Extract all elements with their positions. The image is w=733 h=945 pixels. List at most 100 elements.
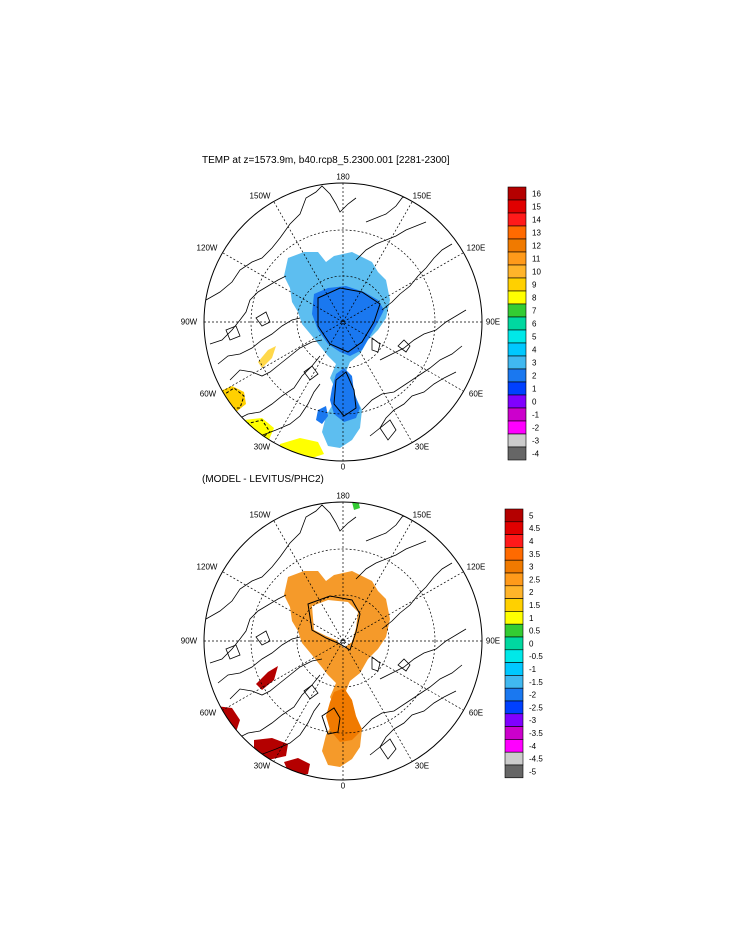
colorbar-swatch bbox=[507, 238, 527, 253]
colorbar-tick-label: -2 bbox=[532, 424, 540, 433]
colorbar-tick-label: 10 bbox=[532, 268, 541, 277]
colorbar-swatch bbox=[507, 342, 527, 357]
colorbar-tick-label: 16 bbox=[532, 190, 541, 199]
colorbar-tick-label: 3 bbox=[532, 359, 537, 368]
colorbar-tick-label: 1 bbox=[529, 614, 534, 623]
colorbar-swatch bbox=[504, 675, 524, 689]
colorbar-tick-label: 3.5 bbox=[529, 550, 541, 559]
lon-label-60w: 60W bbox=[199, 708, 217, 718]
colorbar-tick-label: 7 bbox=[532, 307, 537, 316]
panel-1-title: TEMP at z=1573.9m, b40.rcp8_5.2300.001 [… bbox=[202, 155, 450, 166]
colorbar-swatch bbox=[507, 199, 527, 214]
colorbar-swatch bbox=[507, 446, 527, 461]
colorbar-swatch bbox=[504, 521, 524, 535]
colorbar-swatch bbox=[504, 623, 524, 638]
colorbar-tick-label: 9 bbox=[532, 281, 537, 290]
colorbar-swatch bbox=[507, 407, 527, 422]
colorbar-swatch bbox=[504, 585, 524, 599]
colorbar-swatch bbox=[507, 433, 527, 448]
colorbar-tick-label: 2.5 bbox=[529, 575, 541, 584]
colorbar-swatch bbox=[504, 611, 524, 625]
colorbar-tick-label: -4.5 bbox=[529, 755, 543, 764]
colorbar-swatch bbox=[504, 559, 524, 574]
colorbar-swatch bbox=[507, 355, 527, 370]
colorbar-swatch bbox=[507, 290, 527, 305]
lon-label-90w: 90W bbox=[180, 636, 198, 646]
colorbar-tick-label: -3 bbox=[532, 437, 540, 446]
colorbar-swatch bbox=[504, 649, 524, 663]
warm-region-baffin bbox=[258, 346, 276, 368]
colorbar-swatch bbox=[507, 329, 527, 344]
colorbar-tick-label: -1.5 bbox=[529, 678, 543, 687]
colorbar-swatch bbox=[504, 508, 524, 523]
colorbar-tick-label: 5 bbox=[529, 511, 534, 520]
colorbar-swatch bbox=[507, 264, 527, 279]
colorbar-tick-label: 4.5 bbox=[529, 524, 541, 533]
colorbar-swatch bbox=[504, 713, 524, 727]
colorbar-tick-label: -0.5 bbox=[529, 652, 543, 661]
colorbar-tick-label: 0 bbox=[529, 639, 534, 648]
lon-label-30e: 30E bbox=[414, 761, 430, 771]
colorbar-swatch bbox=[504, 726, 524, 740]
colorbar-tick-label: 1 bbox=[532, 385, 537, 394]
colorbar-swatch bbox=[504, 687, 524, 702]
colorbar-swatch bbox=[507, 303, 527, 318]
colorbar-tick-label: 15 bbox=[532, 203, 541, 212]
map-panel-2 bbox=[203, 501, 483, 781]
colorbar-swatch bbox=[504, 739, 524, 753]
deep-basin-region bbox=[312, 286, 384, 356]
strong-bias-baffin bbox=[256, 666, 278, 690]
lon-label-60e: 60E bbox=[468, 708, 484, 718]
colorbar-swatch bbox=[507, 186, 527, 201]
lon-label-120e: 120E bbox=[466, 243, 486, 253]
colorbar-tick-label: -3 bbox=[529, 716, 537, 725]
colorbar-tick-label: 0.5 bbox=[529, 627, 541, 636]
strong-bias-nordic bbox=[284, 758, 310, 776]
colorbar-swatch bbox=[507, 277, 527, 292]
colorbar-tick-label: 1.5 bbox=[529, 601, 541, 610]
colorbar-swatch bbox=[504, 700, 524, 715]
colorbar-tick-label: 4 bbox=[529, 537, 534, 546]
colorbar-tick-label: 8 bbox=[532, 294, 537, 303]
colorbar-swatch bbox=[504, 662, 524, 676]
colorbar-tick-label: 6 bbox=[532, 320, 537, 329]
panel-2-title: (MODEL - LEVITUS/PHC2) bbox=[202, 474, 324, 485]
colorbar-swatch bbox=[504, 547, 524, 561]
lon-label-90e: 90E bbox=[485, 317, 501, 327]
lon-label-60w: 60W bbox=[199, 389, 217, 399]
colorbar-tick-label: -1 bbox=[532, 411, 540, 420]
colorbar-tick-label: 2 bbox=[532, 372, 537, 381]
colorbar-swatch bbox=[504, 598, 524, 612]
lon-label-120w: 120W bbox=[196, 562, 218, 572]
colorbar-tick-label: -2.5 bbox=[529, 703, 543, 712]
colorbar-swatch bbox=[504, 534, 524, 548]
colorbar-tick-label: 11 bbox=[532, 255, 541, 264]
colorbar-2: 5 4.5 4 3.5 3 2.5 2 1.5 1 0.5 0 -0.5 -1 -1.5 -2 -2.5 -3 -… bbox=[504, 508, 543, 779]
colorbar-tick-label: -4 bbox=[532, 450, 540, 459]
central-basin-gap bbox=[312, 600, 358, 648]
colorbar-tick-label: 5 bbox=[532, 333, 537, 342]
colorbar-tick-label: 3 bbox=[529, 563, 534, 572]
lon-label-60e: 60E bbox=[468, 389, 484, 399]
colorbar-tick-label: 12 bbox=[532, 242, 541, 251]
lon-label-150w: 150W bbox=[249, 191, 271, 201]
colorbar-tick-label: 0 bbox=[532, 398, 537, 407]
lon-label-30e: 30E bbox=[414, 442, 430, 452]
lon-label-150e: 150E bbox=[412, 191, 432, 201]
colorbar-tick-label: 14 bbox=[532, 216, 541, 225]
colorbar-swatch bbox=[507, 381, 527, 396]
colorbar-swatch bbox=[504, 751, 524, 766]
colorbar-swatch bbox=[504, 636, 524, 651]
colorbar-swatch bbox=[507, 368, 527, 383]
colorbar-swatch bbox=[507, 394, 527, 409]
map-panel-1 bbox=[203, 182, 483, 462]
strong-bias-irminger bbox=[254, 738, 288, 760]
lon-label-90w: 90W bbox=[180, 317, 198, 327]
colorbar-tick-label: 2 bbox=[529, 588, 534, 597]
colorbar-swatch bbox=[507, 420, 527, 435]
colorbar-tick-label: -2 bbox=[529, 691, 537, 700]
lon-label-120e: 120E bbox=[466, 562, 486, 572]
lon-label-90e: 90E bbox=[485, 636, 501, 646]
